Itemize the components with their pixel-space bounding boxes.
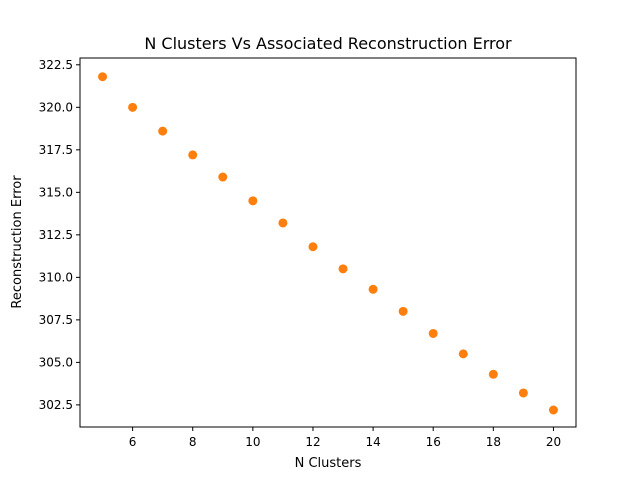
y-tick-label: 312.5 [39, 228, 73, 242]
data-point [158, 126, 168, 136]
x-axis-label: N Clusters [295, 456, 362, 471]
data-point [368, 284, 378, 294]
y-tick-label: 302.5 [39, 398, 73, 412]
data-point [338, 264, 348, 274]
chart-title: N Clusters Vs Associated Reconstruction … [144, 34, 512, 53]
x-tick-label: 20 [546, 435, 561, 449]
data-point [98, 72, 108, 82]
y-tick-label: 315.0 [39, 185, 73, 199]
data-point [548, 405, 558, 415]
x-tick-label: 6 [129, 435, 137, 449]
x-tick-label: 18 [486, 435, 501, 449]
data-point [188, 150, 198, 160]
data-point [428, 328, 438, 338]
y-tick-label: 317.5 [39, 143, 73, 157]
data-point [458, 349, 468, 359]
data-point [488, 369, 498, 379]
x-tick-label: 14 [365, 435, 380, 449]
x-tick-label: 12 [305, 435, 320, 449]
plot-frame [79, 57, 577, 428]
data-point [128, 102, 138, 112]
data-points [98, 72, 558, 415]
data-point [398, 306, 408, 316]
y-tick-label: 305.0 [39, 355, 73, 369]
y-tick-label: 322.5 [39, 58, 73, 72]
y-tick-label: 307.5 [39, 313, 73, 327]
y-axis-ticks: 302.5 305.0 307.5 310.0 312.5 315.0 317.5 320.0… [39, 58, 80, 412]
x-axis-ticks: 6 8 10 12 14 16 18 20 [129, 427, 561, 449]
data-point [278, 218, 288, 228]
data-point [248, 196, 258, 206]
y-tick-label: 320.0 [39, 100, 73, 114]
data-point [518, 388, 528, 398]
x-tick-label: 8 [189, 435, 197, 449]
x-tick-label: 10 [245, 435, 260, 449]
y-axis-label: Reconstruction Error [10, 175, 25, 309]
x-tick-label: 16 [426, 435, 441, 449]
data-point [218, 172, 228, 182]
data-point [308, 242, 318, 252]
y-tick-label: 310.0 [39, 270, 73, 284]
